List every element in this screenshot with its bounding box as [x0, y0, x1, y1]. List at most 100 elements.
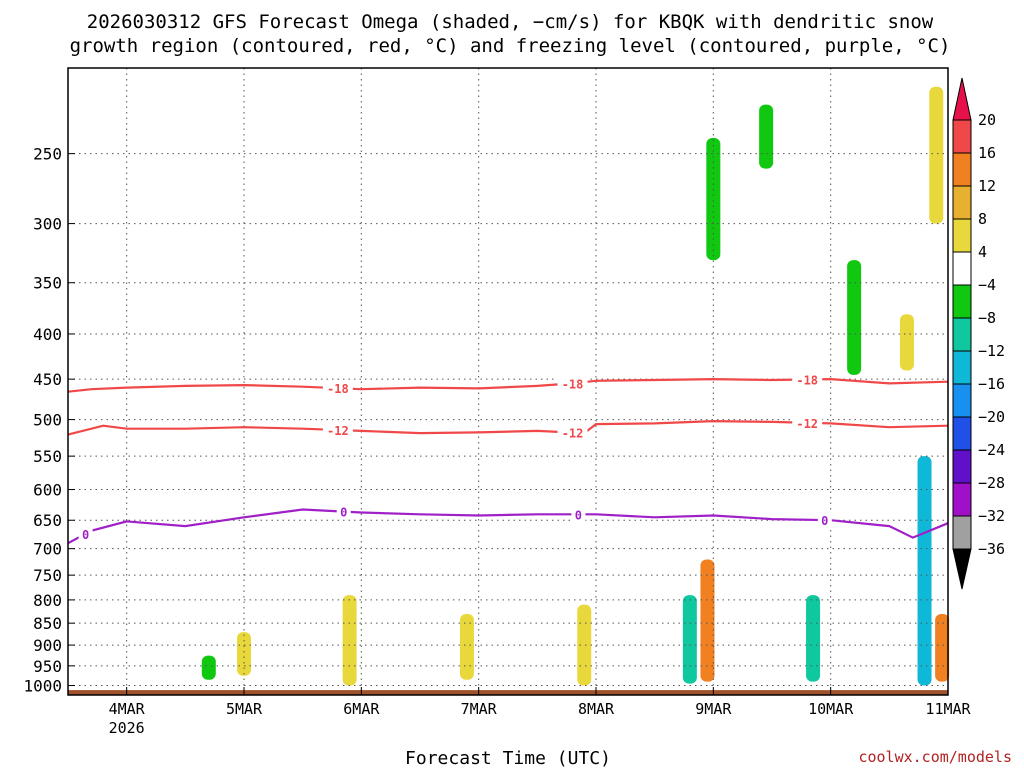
contour-label: 0 [821, 514, 828, 528]
contour-label: 0 [575, 508, 582, 522]
colorbar-swatch [952, 383, 972, 418]
y-tick-label: 900 [33, 636, 62, 655]
contour-label: -12 [562, 427, 584, 441]
x-tick-label: 4MAR [109, 700, 146, 718]
omega-cell [929, 86, 944, 224]
colorbar-label: −28 [978, 474, 1005, 492]
omega-cell [700, 559, 715, 682]
omega-cell [806, 595, 821, 682]
y-tick-label: 250 [33, 145, 62, 164]
x-tick-label: 8MAR [578, 700, 615, 718]
colorbar-swatch [952, 482, 972, 517]
colorbar-label: −32 [978, 507, 1005, 525]
contour-label-bg [557, 375, 588, 391]
omega-shading [201, 86, 950, 686]
contour-label: -18 [562, 377, 584, 391]
colorbar-label: 8 [978, 210, 987, 228]
y-tick-label: 1000 [23, 677, 62, 696]
y-tick-label: 850 [33, 614, 62, 633]
contour-label: -12 [327, 424, 349, 438]
plot-area: 250 300 350 400 450 500 550 600 650 700 750 800 850 9… [23, 67, 972, 737]
omega-cell [342, 595, 357, 686]
colorbar-label: −8 [978, 309, 996, 327]
omega-cell [459, 614, 474, 680]
colorbar-label: −24 [978, 441, 1005, 459]
colorbar: 20 16 12 8 4 −4 −8 −12 −16 −20 −24 −28 −32 −36 [952, 77, 1005, 590]
y-tick-label: 550 [33, 447, 62, 466]
colorbar-swatch [952, 449, 972, 484]
contour-line [67, 419, 949, 436]
contour-label-bg [817, 512, 832, 528]
contour-label: -18 [327, 382, 349, 396]
x-tick-label: 10MAR [808, 700, 854, 718]
colorbar-swatch [952, 515, 972, 550]
colorbar-label: 20 [978, 111, 996, 129]
colorbar-swatch [952, 350, 972, 385]
colorbar-swatch [952, 119, 972, 154]
plot-frame [67, 67, 949, 696]
omega-cell [917, 456, 932, 686]
x-tick-label: 5MAR [226, 700, 263, 718]
omega-cell [847, 260, 862, 375]
y-tick-label: 400 [33, 325, 62, 344]
contour-label-bg [792, 371, 823, 387]
chart-title-line-1: 2026030312 GFS Forecast Omega (shaded, −… [87, 11, 934, 33]
colorbar-label: −36 [978, 540, 1005, 558]
credit-text: coolwx.com/models [858, 748, 1012, 766]
contour-label-bg [322, 380, 353, 396]
y-tick-label: 700 [33, 540, 62, 559]
colorbar-swatch [952, 185, 972, 220]
contour-label: -18 [796, 373, 818, 387]
colorbar-label: −4 [978, 276, 996, 294]
contour-label-bg [557, 424, 588, 440]
omega-cell [759, 104, 774, 169]
contour-label: -12 [796, 417, 818, 431]
omega-cell [237, 632, 251, 676]
x-tick-label: 7MAR [461, 700, 498, 718]
colorbar-swatch [952, 284, 972, 319]
contour-line [67, 377, 949, 393]
y-tick-label: 350 [33, 274, 62, 293]
contour-label-bg [322, 422, 353, 438]
x-tick-sublabel: 2026 [109, 719, 145, 737]
x-axis-label: Forecast Time (UTC) [405, 748, 611, 768]
colorbar-label: 4 [978, 243, 987, 261]
x-tick-label: 6MAR [343, 700, 380, 718]
contour-label-bg [78, 525, 93, 541]
colorbar-label: 12 [978, 177, 996, 195]
colorbar-swatch [952, 251, 972, 286]
y-tick-label: 650 [33, 511, 62, 530]
y-tick-label: 500 [33, 411, 62, 430]
omega-cell [899, 314, 914, 371]
omega-cell [577, 604, 592, 686]
contour-label-bg [571, 506, 586, 522]
y-tick-label: 800 [33, 591, 62, 610]
chart-title-line-2: growth region (contoured, red, °C) and f… [70, 35, 951, 57]
colorbar-label: −16 [978, 375, 1005, 393]
x-tick-label: 11MAR [925, 700, 971, 718]
x-tick-label: 9MAR [695, 700, 732, 718]
contour-label: 0 [340, 506, 347, 520]
omega-cell [935, 614, 950, 682]
y-tick-label: 600 [33, 481, 62, 500]
colorbar-label: 16 [978, 144, 996, 162]
colorbar-swatch [952, 77, 972, 121]
contour-label: 0 [82, 528, 89, 542]
contour-label-bg [336, 503, 351, 519]
colorbar-swatch [952, 317, 972, 352]
contour-label-bg [792, 414, 823, 430]
colorbar-swatch [952, 416, 972, 451]
ground-surface [68, 690, 948, 695]
colorbar-swatch [952, 152, 972, 187]
colorbar-swatch [952, 548, 972, 590]
colorbar-label: −20 [978, 408, 1005, 426]
omega-cell [682, 595, 697, 684]
colorbar-label: −12 [978, 342, 1005, 360]
omega-cell [706, 137, 721, 261]
y-tick-label: 300 [33, 215, 62, 234]
y-tick-label: 750 [33, 566, 62, 585]
contour-line [67, 508, 949, 545]
y-tick-label: 450 [33, 370, 62, 389]
colorbar-swatch [952, 218, 972, 253]
